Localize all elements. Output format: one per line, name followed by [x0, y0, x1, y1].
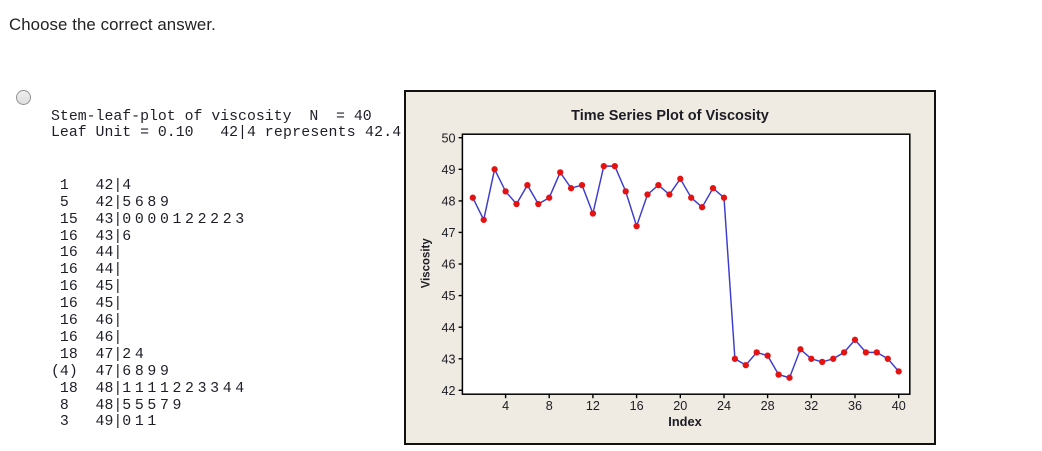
- svg-text:36: 36: [848, 399, 862, 413]
- svg-text:24: 24: [717, 399, 731, 413]
- svg-text:42: 42: [441, 384, 455, 398]
- svg-text:Viscosity: Viscosity: [421, 238, 433, 289]
- svg-text:28: 28: [761, 399, 775, 413]
- svg-text:48: 48: [441, 195, 455, 209]
- svg-text:20: 20: [673, 399, 687, 413]
- svg-text:43: 43: [441, 352, 455, 366]
- svg-text:46: 46: [441, 258, 455, 272]
- svg-text:4: 4: [502, 399, 509, 413]
- svg-text:50: 50: [441, 131, 455, 145]
- svg-text:32: 32: [804, 399, 818, 413]
- svg-text:16: 16: [630, 399, 644, 413]
- svg-text:Index: Index: [668, 414, 702, 429]
- svg-text:47: 47: [441, 226, 455, 240]
- svg-text:45: 45: [441, 289, 455, 303]
- svg-text:49: 49: [441, 163, 455, 177]
- svg-text:12: 12: [586, 399, 600, 413]
- svg-text:44: 44: [441, 321, 455, 335]
- svg-text:40: 40: [892, 399, 906, 413]
- svg-text:8: 8: [546, 399, 553, 413]
- svg-text:Time Series Plot of Viscosity: Time Series Plot of Viscosity: [571, 108, 769, 124]
